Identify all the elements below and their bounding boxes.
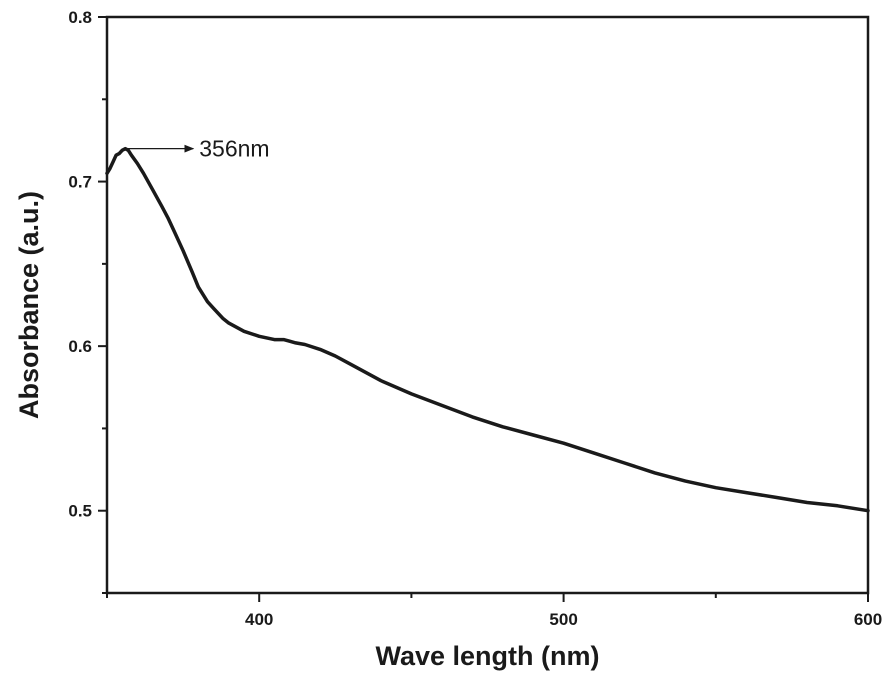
- peak-annotation-label: 356nm: [199, 136, 269, 162]
- y-tick-label: 0.5: [68, 502, 92, 521]
- y-tick-label: 0.6: [68, 337, 92, 356]
- plot-frame: [105, 15, 870, 595]
- plot-area: 400 500 600 0.5 0.6 0.7 0.8: [68, 8, 882, 629]
- x-tick-label: 600: [854, 610, 882, 629]
- y-tick-label: 0.8: [68, 8, 92, 27]
- x-axis-title: Wave length (nm): [375, 641, 599, 671]
- absorbance-series-line: [105, 146, 870, 513]
- x-tick-label: 500: [549, 610, 577, 629]
- x-tick-label: 400: [245, 610, 273, 629]
- y-axis-title: Absorbance (a.u.): [14, 191, 44, 419]
- y-tick-label: 0.7: [68, 173, 92, 192]
